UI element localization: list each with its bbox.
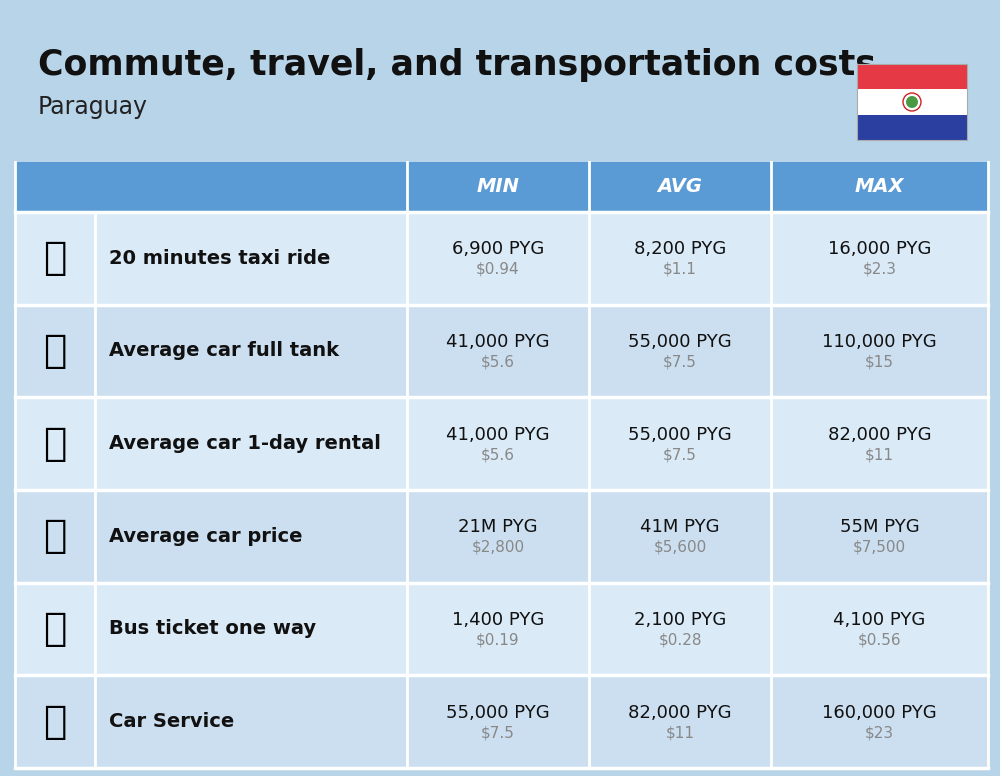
Bar — [15, 397, 988, 490]
Text: $7.5: $7.5 — [663, 355, 697, 369]
Text: $5,600: $5,600 — [653, 540, 707, 555]
Text: MIN: MIN — [477, 178, 520, 196]
Text: 2,100 PYG: 2,100 PYG — [634, 611, 726, 629]
Text: 🚙: 🚙 — [43, 424, 67, 462]
Text: 41,000 PYG: 41,000 PYG — [446, 426, 550, 444]
Text: $5.6: $5.6 — [481, 355, 515, 369]
Text: 🚌: 🚌 — [43, 610, 67, 648]
Text: $0.28: $0.28 — [658, 632, 702, 647]
Bar — [857, 64, 967, 140]
Text: Commute, travel, and transportation costs: Commute, travel, and transportation cost… — [38, 48, 876, 82]
Text: 110,000 PYG: 110,000 PYG — [822, 333, 937, 351]
Text: 21M PYG: 21M PYG — [458, 518, 538, 536]
Text: $0.56: $0.56 — [858, 632, 901, 647]
Text: MAX: MAX — [855, 178, 904, 196]
Bar — [15, 212, 988, 305]
Text: AVG: AVG — [658, 178, 702, 196]
Text: 41,000 PYG: 41,000 PYG — [446, 333, 550, 351]
Text: $23: $23 — [865, 725, 894, 740]
Text: 4,100 PYG: 4,100 PYG — [833, 611, 926, 629]
Text: 55M PYG: 55M PYG — [840, 518, 919, 536]
Text: Paraguay: Paraguay — [38, 95, 148, 119]
Text: $11: $11 — [666, 725, 694, 740]
Text: $11: $11 — [865, 447, 894, 462]
Text: 16,000 PYG: 16,000 PYG — [828, 241, 931, 258]
Bar — [857, 115, 967, 140]
Text: 6,900 PYG: 6,900 PYG — [452, 241, 544, 258]
Text: $0.19: $0.19 — [476, 632, 520, 647]
Text: $2,800: $2,800 — [471, 540, 525, 555]
Bar — [15, 305, 988, 397]
Text: 41M PYG: 41M PYG — [640, 518, 720, 536]
Text: $7.5: $7.5 — [663, 447, 697, 462]
Text: 🚕: 🚕 — [43, 239, 67, 277]
Bar — [857, 89, 967, 115]
Text: $7.5: $7.5 — [481, 725, 515, 740]
Text: 🚗: 🚗 — [43, 518, 67, 556]
Text: 1,400 PYG: 1,400 PYG — [452, 611, 544, 629]
Text: ⛽: ⛽ — [43, 332, 67, 370]
Text: Average car 1-day rental: Average car 1-day rental — [109, 434, 381, 453]
Text: $15: $15 — [865, 355, 894, 369]
Text: 160,000 PYG: 160,000 PYG — [822, 704, 937, 722]
Text: $1.1: $1.1 — [663, 262, 697, 277]
Text: 55,000 PYG: 55,000 PYG — [446, 704, 550, 722]
Bar — [857, 64, 967, 89]
Text: 20 minutes taxi ride: 20 minutes taxi ride — [109, 249, 330, 268]
Text: Average car full tank: Average car full tank — [109, 341, 339, 361]
Text: $2.3: $2.3 — [862, 262, 896, 277]
Circle shape — [906, 96, 918, 108]
Text: 55,000 PYG: 55,000 PYG — [628, 333, 732, 351]
Bar — [15, 583, 988, 675]
Text: 8,200 PYG: 8,200 PYG — [634, 241, 726, 258]
Text: Car Service: Car Service — [109, 712, 234, 731]
Text: 🔧: 🔧 — [43, 702, 67, 740]
Bar — [15, 675, 988, 768]
Text: $7,500: $7,500 — [853, 540, 906, 555]
Text: 55,000 PYG: 55,000 PYG — [628, 426, 732, 444]
Bar — [15, 490, 988, 583]
Text: $5.6: $5.6 — [481, 447, 515, 462]
Text: $0.94: $0.94 — [476, 262, 520, 277]
Text: 82,000 PYG: 82,000 PYG — [628, 704, 732, 722]
Text: 82,000 PYG: 82,000 PYG — [828, 426, 931, 444]
Text: Average car price: Average car price — [109, 527, 302, 546]
Text: Bus ticket one way: Bus ticket one way — [109, 619, 316, 639]
Bar — [15, 162, 988, 212]
